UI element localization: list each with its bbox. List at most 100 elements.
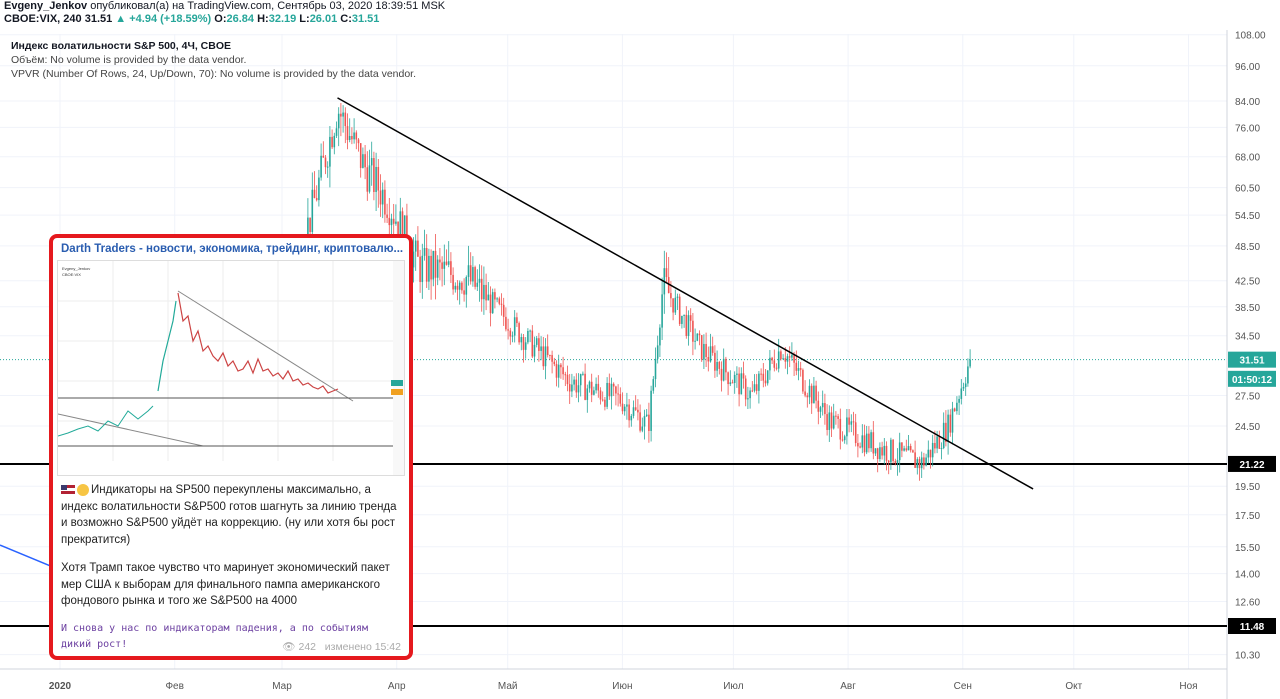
- candle-body: [564, 374, 567, 376]
- candle-body: [395, 221, 397, 224]
- candle-body: [606, 382, 608, 407]
- candle-body: [846, 417, 848, 437]
- candle-body: [892, 439, 894, 462]
- y-tick-label: 84.00: [1235, 97, 1260, 108]
- chart-thumbnail[interactable]: Evgeny_Jenkov CBOE:VIX: [57, 260, 405, 476]
- publication-line: Evgeny_Jenkov опубликовал(а) на TradingV…: [4, 0, 445, 13]
- candle-body: [744, 378, 747, 400]
- candle-body: [674, 297, 677, 313]
- candle-body: [610, 383, 613, 397]
- candle-body: [907, 446, 910, 451]
- candle-body: [652, 379, 655, 391]
- candle-body: [496, 298, 498, 300]
- candle-body: [373, 158, 375, 192]
- candle-body: [428, 255, 430, 282]
- vpvr-legend: VPVR (Number Of Rows, 24, Up/Down, 70): …: [11, 68, 417, 80]
- candle-body: [707, 357, 710, 362]
- high-value: 32.19: [268, 13, 297, 25]
- candle-body: [379, 190, 382, 205]
- candle-body: [780, 351, 782, 359]
- candle-body: [786, 356, 789, 362]
- candle-body: [863, 435, 866, 453]
- candle-body: [777, 351, 780, 369]
- candle-body: [881, 447, 883, 456]
- candle-body: [819, 407, 822, 412]
- candle-body: [399, 211, 402, 238]
- y-tick-label: 76.00: [1235, 123, 1260, 134]
- publication-header: Evgeny_Jenkov опубликовал(а) на TradingV…: [4, 0, 445, 26]
- candle-body: [608, 382, 611, 397]
- candle-body: [520, 337, 523, 343]
- chart-title: Индекс волатильности S&P 500, 4Ч, CBOE: [11, 40, 231, 52]
- candle-body: [326, 166, 329, 168]
- candle-body: [720, 368, 723, 381]
- candle-body: [375, 166, 377, 192]
- candle-body: [430, 255, 432, 280]
- x-tick-label: Мар: [272, 681, 292, 692]
- x-tick-label: Июл: [723, 681, 743, 692]
- price-label-box: [1228, 455, 1276, 472]
- candle-body: [718, 361, 721, 369]
- candle-body: [854, 422, 857, 444]
- candle-body: [403, 215, 406, 253]
- candle-body: [929, 449, 932, 458]
- y-tick-label: 17.50: [1235, 511, 1260, 522]
- candle-body: [390, 218, 393, 226]
- candle-body: [815, 385, 817, 401]
- x-tick-label: Июн: [612, 681, 632, 692]
- y-tick-label: 15.50: [1235, 543, 1260, 554]
- candle-body: [628, 404, 630, 421]
- candle-body: [813, 385, 815, 404]
- candle-body: [353, 132, 355, 140]
- candle-body: [577, 385, 580, 393]
- y-tick-label: 48.50: [1235, 242, 1260, 253]
- candle-body: [879, 447, 881, 459]
- candle-body: [489, 294, 492, 314]
- x-tick-label: Ноя: [1179, 681, 1197, 692]
- candle-body: [355, 132, 358, 140]
- candle-body: [696, 333, 699, 341]
- candle-body: [799, 368, 802, 370]
- candle-body: [729, 382, 732, 385]
- candle-body: [309, 217, 311, 233]
- candle-body: [476, 282, 479, 287]
- candle-body: [452, 274, 454, 290]
- candle-body: [934, 442, 936, 449]
- x-tick-label: Апр: [388, 681, 406, 692]
- symbol-label: CBOE:VIX, 240: [4, 13, 82, 25]
- candle-body: [795, 362, 798, 371]
- candle-body: [876, 448, 879, 459]
- candle-body: [584, 373, 586, 400]
- candle-body: [775, 367, 778, 369]
- candle-body: [419, 256, 421, 283]
- post-paragraph-1: Индикаторы на SP500 перекуплены максимал…: [61, 482, 403, 548]
- candle-body: [667, 277, 670, 294]
- candle-body: [337, 113, 340, 129]
- channel-title[interactable]: Darth Traders - новости, экономика, трей…: [61, 243, 404, 255]
- author-name[interactable]: Evgeny_Jenkov: [4, 0, 88, 12]
- price-label-text: 11.48: [1240, 622, 1265, 633]
- candle-body: [639, 412, 641, 431]
- candle-body: [969, 359, 971, 367]
- candle-body: [366, 167, 369, 192]
- candle-body: [703, 343, 705, 360]
- x-tick-label: Май: [498, 681, 518, 692]
- candle-body: [472, 267, 474, 282]
- candle-body: [689, 315, 692, 321]
- candle-body: [716, 361, 718, 371]
- candle-body: [320, 155, 322, 178]
- trend-line[interactable]: [337, 97, 1034, 490]
- y-tick-label: 19.50: [1235, 482, 1260, 493]
- candle-body: [857, 443, 859, 447]
- candle-body: [725, 358, 727, 373]
- candle-body: [784, 358, 787, 362]
- price-label-text: 01:50:12: [1232, 375, 1272, 386]
- candle-body: [491, 292, 494, 314]
- candle-body: [936, 436, 938, 449]
- candle-body: [769, 357, 771, 371]
- candle-body: [566, 374, 569, 385]
- candle-body: [645, 414, 648, 417]
- candle-body: [824, 403, 826, 415]
- candle-body: [771, 357, 773, 361]
- candle-body: [505, 316, 507, 330]
